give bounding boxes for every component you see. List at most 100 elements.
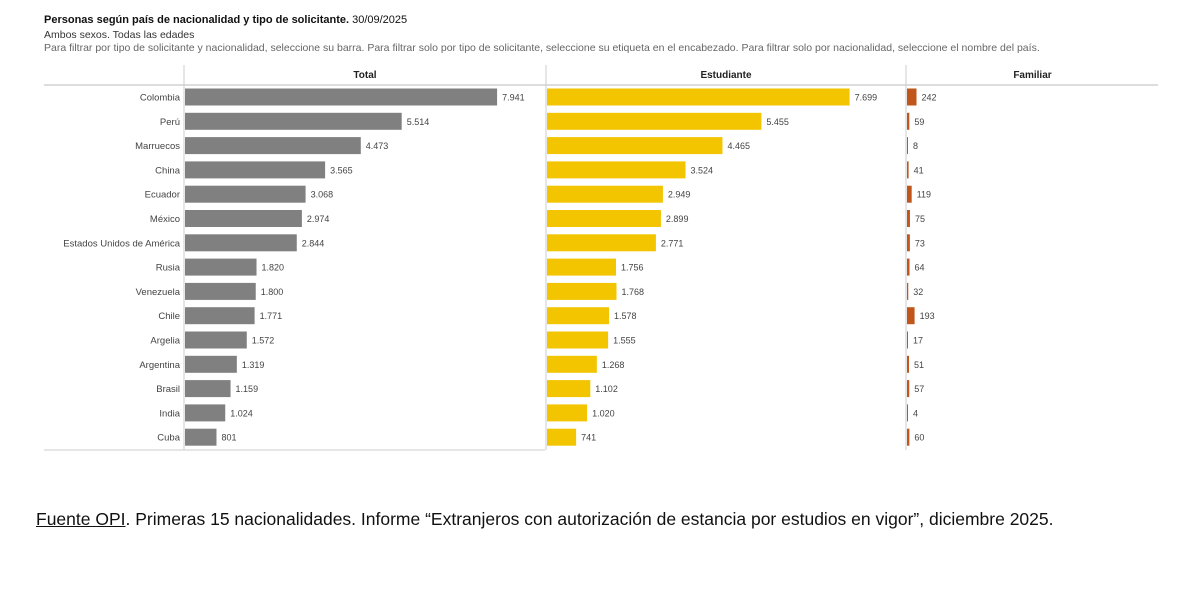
bar-familiar[interactable]: [907, 404, 908, 422]
bar-estudiante[interactable]: [547, 282, 617, 300]
data-label: 75: [915, 214, 925, 224]
data-label: 3.068: [311, 190, 334, 200]
bar-estudiante[interactable]: [547, 112, 762, 130]
bar-estudiante[interactable]: [547, 404, 588, 422]
bar-familiar[interactable]: [907, 380, 910, 398]
bar-estudiante[interactable]: [547, 161, 686, 179]
bar-total[interactable]: [185, 185, 306, 203]
country-label[interactable]: India: [159, 408, 180, 419]
data-label: 1.102: [595, 384, 618, 394]
bar-familiar[interactable]: [907, 258, 910, 276]
data-label: 57: [914, 384, 924, 394]
bar-familiar[interactable]: [907, 185, 912, 203]
bar-estudiante[interactable]: [547, 137, 723, 155]
country-label[interactable]: Cuba: [157, 433, 180, 444]
country-label[interactable]: Argelia: [150, 336, 180, 347]
chart-subtitle: Ambos sexos. Todas las edades: [44, 29, 195, 41]
bar-estudiante[interactable]: [547, 428, 577, 446]
country-label[interactable]: Marruecos: [135, 141, 180, 152]
bar-estudiante[interactable]: [547, 258, 617, 276]
source-link[interactable]: Fuente OPI: [36, 509, 126, 529]
country-label[interactable]: Perú: [160, 117, 180, 128]
bar-total[interactable]: [185, 234, 297, 252]
data-label: 1.020: [592, 408, 615, 418]
panel-header-total[interactable]: Total: [353, 70, 376, 81]
bar-chart: Total Estudiante Familiar Colombia 7.941 7.69…: [44, 65, 1158, 451]
bar-total[interactable]: [185, 137, 361, 155]
bar-total[interactable]: [185, 428, 217, 446]
bar-total[interactable]: [185, 355, 237, 373]
bar-familiar[interactable]: [907, 282, 909, 300]
data-label: 1.268: [602, 360, 625, 370]
bar-estudiante[interactable]: [547, 331, 609, 349]
bar-estudiante[interactable]: [547, 234, 656, 252]
data-label: 2.771: [661, 238, 684, 248]
bar-familiar[interactable]: [907, 234, 910, 252]
data-label: 51: [914, 360, 924, 370]
footer-text: . Primeras 15 nacionalidades. Informe “E…: [125, 509, 1054, 529]
data-label: 8: [913, 141, 918, 151]
data-label: 73: [915, 238, 925, 248]
data-label: 119: [917, 190, 931, 200]
chart-title: Personas según país de nacionalidad y ti…: [44, 14, 407, 26]
bar-familiar[interactable]: [907, 307, 915, 325]
filter-instructions: Para filtrar por tipo de solicitante y n…: [44, 42, 1040, 54]
country-label[interactable]: Rusia: [156, 263, 181, 274]
bar-familiar[interactable]: [907, 355, 910, 373]
bar-familiar[interactable]: [907, 137, 908, 155]
bar-total[interactable]: [185, 282, 256, 300]
bar-total[interactable]: [185, 331, 247, 349]
data-label: 32: [913, 287, 923, 297]
data-label: 2.974: [307, 214, 330, 224]
country-label[interactable]: Colombia: [140, 93, 181, 104]
panel-header-familiar[interactable]: Familiar: [1013, 70, 1051, 81]
data-label: 7.941: [502, 93, 525, 103]
bar-estudiante[interactable]: [547, 307, 610, 325]
country-label[interactable]: Estados Unidos de América: [63, 238, 180, 249]
bar-total[interactable]: [185, 307, 255, 325]
data-label: 5.514: [407, 117, 430, 127]
panel-header-estudiante[interactable]: Estudiante: [700, 70, 752, 81]
bar-total[interactable]: [185, 88, 498, 106]
country-label[interactable]: Chile: [158, 311, 180, 322]
data-label: 801: [221, 433, 236, 443]
bar-estudiante[interactable]: [547, 355, 597, 373]
bar-total[interactable]: [185, 258, 257, 276]
data-label: 4.465: [727, 141, 750, 151]
data-label: 741: [581, 433, 596, 443]
title-date: 30/09/2025: [352, 14, 408, 26]
country-label[interactable]: Venezuela: [136, 287, 181, 298]
bar-familiar[interactable]: [907, 331, 908, 349]
bar-total[interactable]: [185, 112, 402, 130]
bar-familiar[interactable]: [907, 428, 910, 446]
data-label: 41: [914, 165, 924, 175]
footer-note: Fuente OPI. Primeras 15 nacionalidades. …: [36, 508, 1166, 530]
data-label: 1.159: [236, 384, 259, 394]
bar-estudiante[interactable]: [547, 185, 663, 203]
data-label: 242: [922, 93, 937, 103]
bar-total[interactable]: [185, 380, 231, 398]
country-label[interactable]: Ecuador: [145, 190, 180, 201]
country-label[interactable]: Brasil: [156, 384, 180, 395]
bar-familiar[interactable]: [907, 161, 909, 179]
bar-familiar[interactable]: [907, 88, 917, 106]
data-label: 1.771: [260, 311, 283, 321]
bar-total[interactable]: [185, 210, 302, 227]
data-label: 1.555: [613, 336, 636, 346]
bar-familiar[interactable]: [907, 112, 910, 130]
bar-total[interactable]: [185, 161, 326, 179]
country-label[interactable]: China: [155, 165, 181, 176]
bar-estudiante[interactable]: [547, 88, 850, 106]
bar-familiar[interactable]: [907, 210, 910, 227]
country-label[interactable]: Argentina: [139, 360, 180, 371]
bar-estudiante[interactable]: [547, 380, 591, 398]
data-label: 2.949: [668, 190, 691, 200]
data-label: 17: [913, 336, 923, 346]
country-label[interactable]: México: [150, 214, 180, 225]
data-label: 1.572: [252, 336, 275, 346]
data-label: 193: [920, 311, 935, 321]
bar-total[interactable]: [185, 404, 226, 422]
data-label: 2.899: [666, 214, 689, 224]
bar-estudiante[interactable]: [547, 210, 661, 227]
